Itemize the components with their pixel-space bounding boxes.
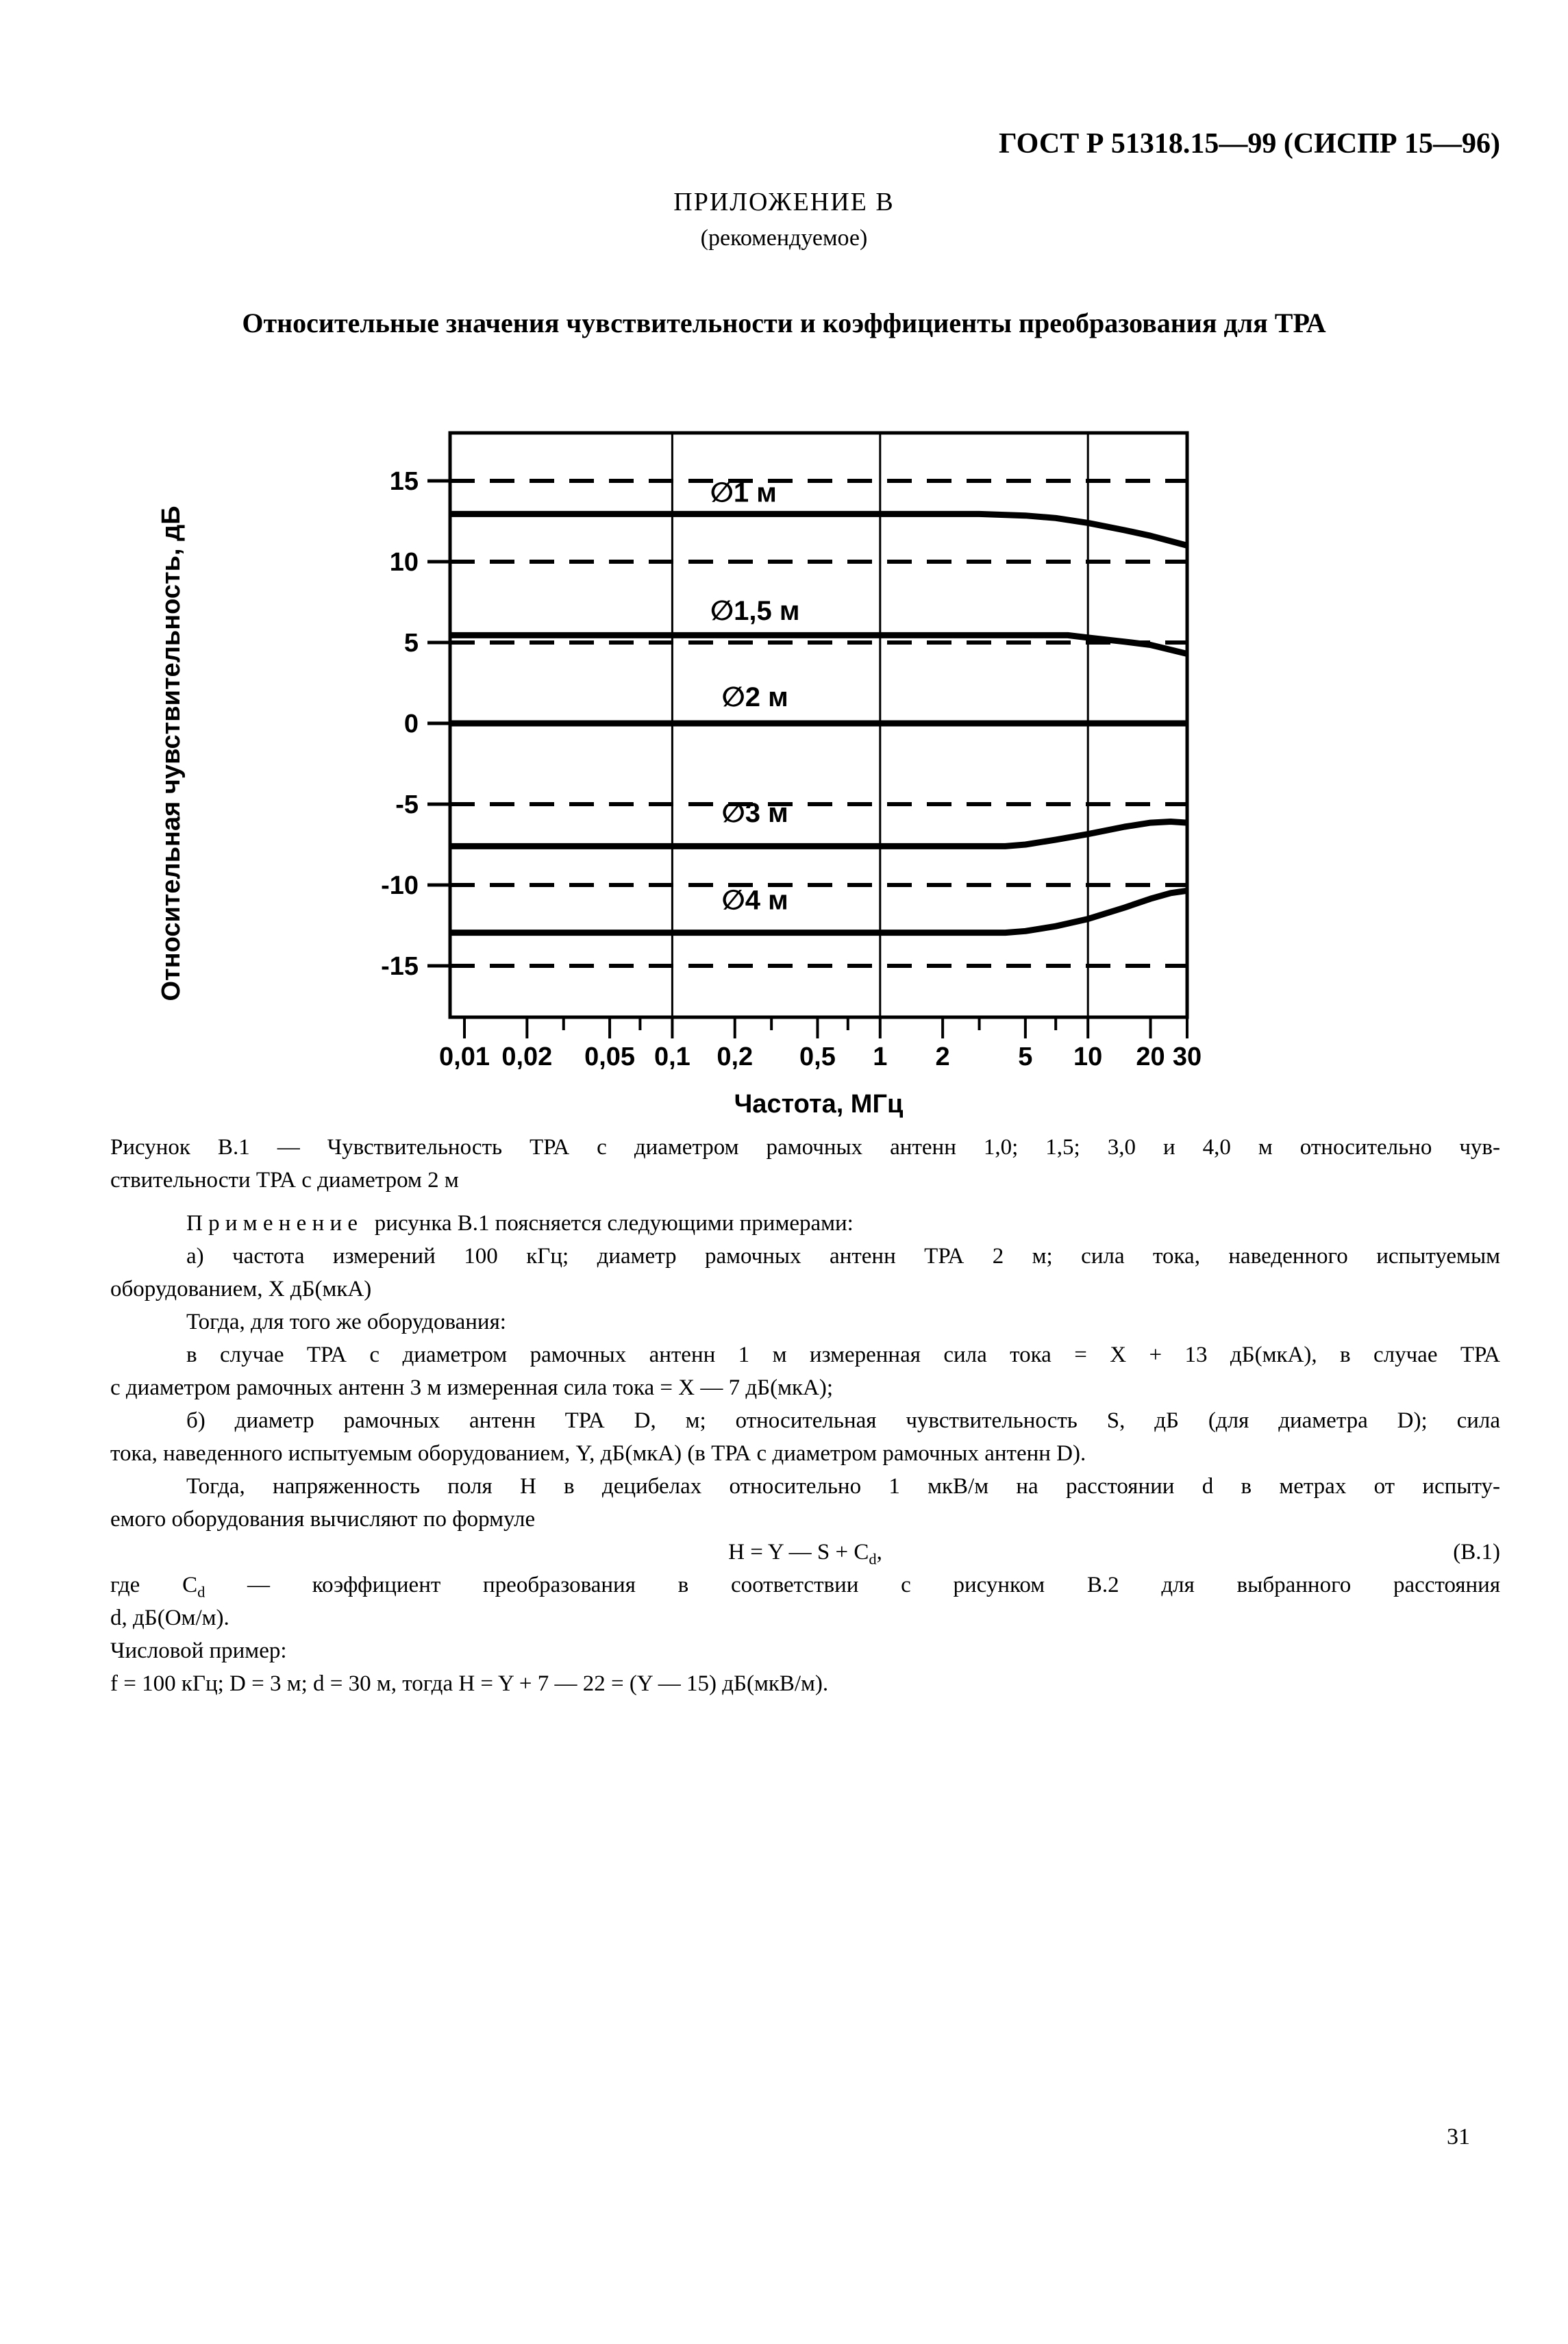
paragraph-line: емого оборудования вычисляют по формуле [110,1507,536,1532]
paragraph-line: f = 100 кГц; D = 3 м; d = 30 м, тогда H … [110,1671,829,1696]
curve-∅3 м [449,819,1188,849]
y-tick-label: -15 [381,952,419,981]
y-tick-label: 5 [404,629,419,658]
section-title: Относительные значения чувствительности … [242,308,1326,338]
y-tick-label: 0 [404,710,419,738]
x-tick-label: 5 [1018,1043,1032,1071]
x-tick-label: 30 [1173,1043,1202,1071]
paragraph-line: Тогда, напряженность поля H в децибелах … [186,1474,1500,1499]
x-tick-label: 0,05 [584,1043,635,1071]
y-tick-label: -10 [381,871,419,900]
paragraph-line: а) частота измерений 100 кГц; диаметр ра… [186,1244,1500,1269]
standard-number-header: ГОСТ Р 51318.15—99 (СИСПР 15—96) [999,128,1500,160]
paragraph-line: Тогда, для того же оборудования: [186,1310,506,1334]
x-tick-label: 0,01 [439,1043,490,1071]
x-tick-label: 0,5 [799,1043,836,1071]
x-tick-label: 0,02 [501,1043,552,1071]
appendix-label: ПРИЛОЖЕНИЕ В [673,188,895,216]
curve-label: ∅2 м [722,682,788,712]
curve-∅4 м [449,887,1188,936]
body-text: П р и м е н е н и е рисунка В.1 поясняет… [110,1207,1500,1700]
appendix-note: (рекомендуемое) [700,225,868,251]
curve-label: ∅3 м [722,798,788,828]
figure-caption: Рисунок В.1 — Чувствительность ТРА с диа… [110,1131,1500,1197]
paragraph-line: б) диаметр рамочных антенн ТРА D, м; отн… [186,1408,1500,1433]
formula-subscript: d [869,1550,877,1568]
x-tick-label: 20 [1136,1043,1165,1071]
formula-B1: H = Y — S + Cd, (В.1) [110,1536,1500,1569]
coefficient-subscript: d [197,1583,206,1601]
x-tick-label: 10 [1073,1043,1102,1071]
figure-caption-line: ствительности ТРА с диаметром 2 м [110,1168,459,1193]
x-tick-label: 0,2 [717,1043,753,1071]
x-tick-label: 1 [873,1043,887,1071]
paragraph-line: в случае ТРА с диаметром рамочных антенн… [186,1343,1500,1367]
x-tick-label: 0,1 [654,1043,690,1071]
curve-label: ∅1,5 м [710,596,800,626]
paragraph-line: оборудованием, X дБ(мкА) [110,1277,372,1301]
y-axis-title: Относительная чувствительность, дБ [157,506,186,1001]
paragraph-line: с диаметром рамочных антенн 3 м измеренн… [110,1375,834,1400]
x-axis-title: Частота, МГц [734,1090,904,1119]
figure-caption-line: Рисунок В.1 — Чувствительность ТРА с диа… [110,1135,1500,1160]
curve-label: ∅1 м [710,478,777,508]
page-number: 31 [1447,2124,1470,2149]
y-tick-label: 15 [390,467,419,496]
formula-expression: H = Y — S + Cd, [728,1540,882,1568]
paragraph-line: где Сd — коэффициент преобразования в со… [110,1573,1500,1601]
paragraph-line: П р и м е н е н и е рисунка В.1 поясняет… [186,1211,854,1236]
curve-label: ∅4 м [722,885,788,915]
y-tick-label: 10 [390,548,419,577]
y-tick-label: -5 [395,790,419,819]
curve-∅1,5 м [449,632,1189,657]
paragraph-line: Числовой пример: [110,1638,287,1663]
curve-∅1 м [449,510,1189,549]
paragraph-line: d, дБ(Ом/м). [110,1606,229,1630]
paragraph-line: тока, наведенного испытуемым оборудовани… [110,1441,1086,1466]
formula-number: (В.1) [1453,1540,1500,1564]
x-tick-label: 2 [936,1043,950,1071]
